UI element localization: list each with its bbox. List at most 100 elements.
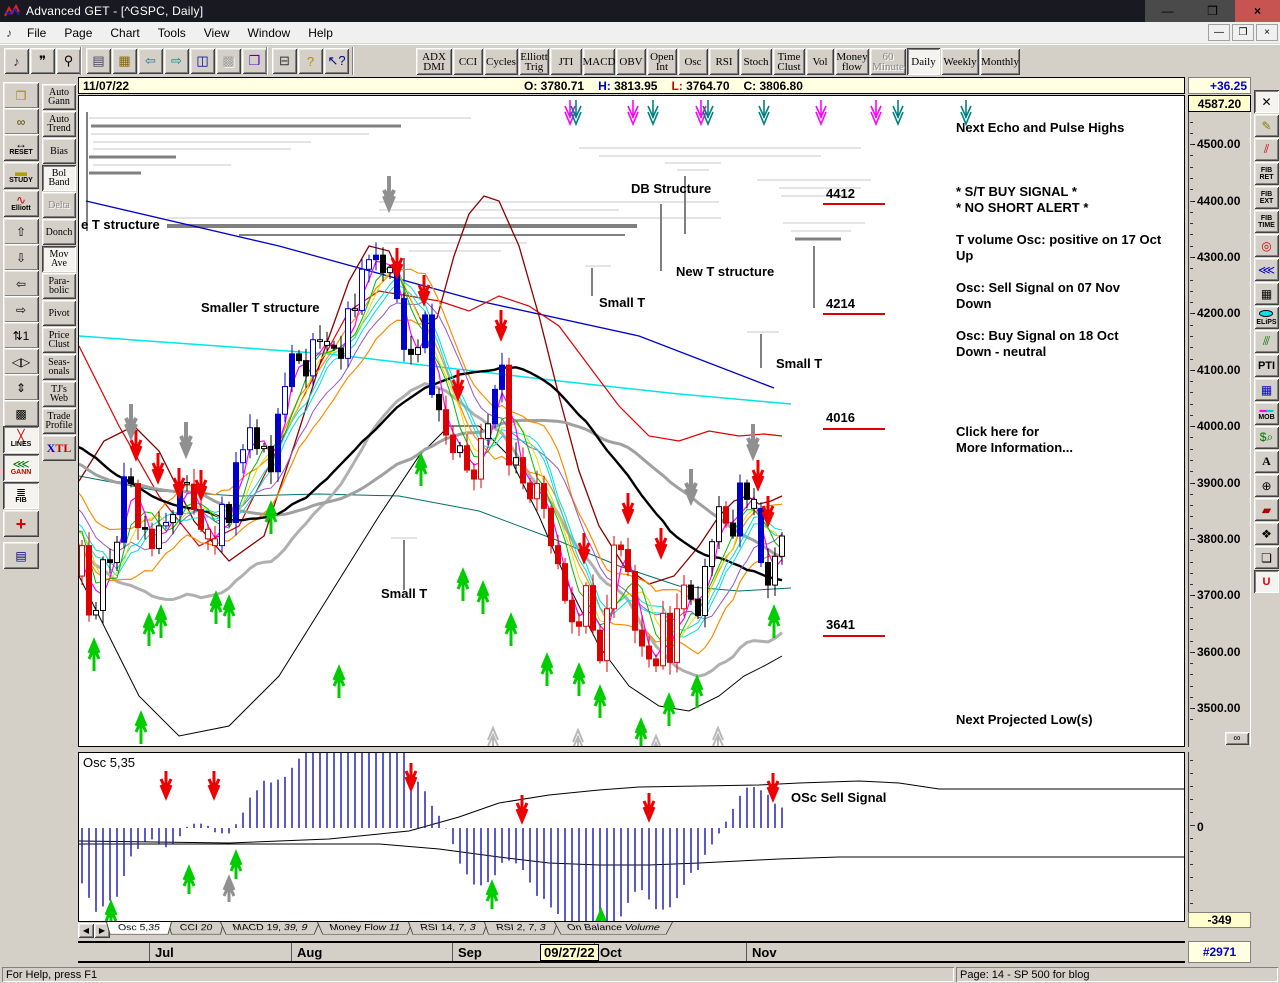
pin-icon[interactable]: ♪ — [4, 48, 29, 74]
copy-pages-icon[interactable]: ❏ — [1254, 546, 1279, 569]
macd-button[interactable]: MACD — [583, 48, 616, 75]
grid-button[interactable]: ▩ — [3, 400, 39, 427]
menu-help[interactable]: Help — [308, 25, 333, 40]
grid-black-icon[interactable]: ▦ — [1254, 282, 1279, 305]
flip-page-icon[interactable]: ◫ — [190, 48, 215, 74]
mdi-close-button[interactable]: × — [1256, 24, 1278, 41]
open-folder-button[interactable]: ❒ — [3, 82, 39, 109]
close-button[interactable]: × — [1235, 0, 1280, 22]
arrow-left-button[interactable]: ⇦ — [3, 270, 39, 297]
tf-daily-button[interactable]: Daily — [907, 48, 940, 75]
text-tool-icon[interactable]: A — [1254, 450, 1279, 473]
reset-button[interactable]: ↔ RESET — [3, 134, 39, 161]
mob-button[interactable]: ▬▬ MOB — [1254, 402, 1279, 425]
menu-page[interactable]: Page — [64, 25, 93, 40]
bol-band-button[interactable]: Bol Band — [42, 165, 76, 191]
binoculars-button[interactable]: ∞ — [3, 108, 39, 135]
arrow-up-button[interactable]: ⇧ — [3, 218, 39, 245]
trendlines-icon[interactable]: ⫽ — [1254, 138, 1279, 161]
obv-button[interactable]: OBV — [616, 48, 646, 75]
quote-icon[interactable]: ❞ — [30, 48, 55, 74]
menu-file[interactable]: File — [27, 25, 47, 40]
tab-scroll-left-button[interactable]: ◀ — [78, 923, 94, 938]
open-int-button[interactable]: Open Int — [647, 48, 677, 75]
fib-ret-button[interactable]: FIB RET — [1254, 162, 1279, 185]
menu-window[interactable]: Window — [247, 25, 291, 40]
tab-money-flow-11[interactable]: Money Flow 11 — [316, 922, 413, 935]
magnet-snap-button[interactable]: U — [1254, 570, 1279, 593]
more-info-link[interactable]: Click here for — [956, 424, 1039, 439]
tab-rsi-2-7-3[interactable]: RSI 2, 7, 3 — [484, 922, 559, 935]
new-page-icon[interactable]: ▤ — [86, 48, 111, 74]
fib-ext-button[interactable]: FIB EXT — [1254, 186, 1279, 209]
arrow-down-button[interactable]: ⇩ — [3, 244, 39, 271]
auto-trend-button[interactable]: Auto Trend — [42, 111, 76, 137]
selected-date-box[interactable]: 09/27/22 — [540, 944, 599, 961]
tf-60minute-button[interactable]: 60 Minute — [870, 48, 906, 75]
fib-circle-icon[interactable]: ◎ — [1254, 234, 1279, 257]
time-clust-button[interactable]: Time Clust — [773, 48, 805, 75]
zoom-tool-icon[interactable]: ⚲ — [56, 48, 81, 74]
cci-button[interactable]: CCI — [453, 48, 483, 75]
tf-monthly-button[interactable]: Monthly — [980, 48, 1020, 75]
trade-profile-button[interactable]: Trade Profile — [42, 408, 76, 434]
parabolic-button[interactable]: Para-bolic — [42, 273, 76, 299]
axis-binoculars-icon[interactable]: ∞ — [1225, 732, 1249, 745]
properties-button[interactable]: ▤ — [3, 542, 39, 569]
adx-dmi-button[interactable]: ADX DMI — [416, 48, 452, 75]
prev-page-icon[interactable]: ⇦ — [138, 48, 163, 74]
bar-sort-button[interactable]: ⇅1 — [3, 322, 39, 349]
next-page-icon[interactable]: ⇨ — [164, 48, 189, 74]
fan-lines-icon[interactable]: ⋘ — [1254, 258, 1279, 281]
money-search-icon[interactable]: $⌕ — [1254, 426, 1279, 449]
save-icon[interactable]: ▦ — [112, 48, 137, 74]
xtl-button[interactable]: XTL — [42, 435, 76, 461]
cycles-button[interactable]: Cycles — [484, 48, 518, 75]
tab-cci-20[interactable]: CCI 20 — [168, 922, 225, 935]
auto-gann-button[interactable]: Auto Gann — [42, 84, 76, 110]
expand-icon[interactable]: ❖ — [1254, 522, 1279, 545]
help-icon[interactable]: ? — [298, 48, 323, 74]
fib-time-button[interactable]: FIB TIME — [1254, 210, 1279, 233]
menu-tools[interactable]: Tools — [157, 25, 186, 40]
price-chart[interactable]: 4412 4214 4016 3641 e T structure Smaller T s… — [66, 95, 1185, 758]
gann-button[interactable]: ⋘ GANN — [3, 454, 39, 481]
context-help-icon[interactable]: ↖? — [324, 48, 349, 74]
tab-macd-19-39-9[interactable]: MACD 19, 39, 9 — [220, 922, 321, 935]
tab-osc-5-35[interactable]: Osc 5,35 — [106, 922, 173, 935]
menu-view[interactable]: View — [203, 25, 230, 40]
grid-blue-icon[interactable]: ▦ — [1254, 378, 1279, 401]
parallel-lines-icon[interactable]: ⫻ — [1254, 330, 1279, 353]
pencil-icon[interactable]: ✎ — [1254, 114, 1279, 137]
vol-button[interactable]: Vol — [806, 48, 834, 75]
restore-button[interactable]: ❒ — [1190, 0, 1235, 22]
price-clust-button[interactable]: Price Clust — [42, 327, 76, 353]
tile-disabled-icon[interactable]: ▩ — [216, 48, 241, 74]
more-info-link[interactable]: More Information... — [956, 440, 1073, 455]
pti-button[interactable]: PTI — [1254, 354, 1279, 377]
jti-button[interactable]: JTI — [550, 48, 582, 75]
donch-button[interactable]: Donch — [42, 219, 76, 245]
osc-button[interactable]: Osc — [678, 48, 708, 75]
mdi-restore-button[interactable]: ❒ — [1232, 24, 1254, 41]
pivot-button[interactable]: Pivot — [42, 300, 76, 326]
elliott-trig-button[interactable]: Elliott Trig — [519, 48, 549, 75]
bias-button[interactable]: Bias — [42, 138, 76, 164]
delta-button[interactable]: Delta — [42, 192, 76, 218]
tab-on-balance-volume[interactable]: On Balance Volume — [554, 922, 674, 935]
fib-button[interactable]: ≣ FIB — [3, 482, 39, 509]
study-button[interactable]: ▬ STUDY — [3, 162, 39, 189]
mov-ave-button[interactable]: Mov Ave — [42, 246, 76, 272]
oscillator-panel[interactable]: Osc 5,35 OSc Sell Signal — [74, 727, 1185, 952]
rsi-button[interactable]: RSI — [709, 48, 739, 75]
tab-scroll-right-button[interactable]: ▶ — [94, 923, 110, 938]
stoch-button[interactable]: Stoch — [740, 48, 772, 75]
seasonals-button[interactable]: Seas-onals — [42, 354, 76, 380]
arrow-right-button[interactable]: ⇨ — [3, 296, 39, 323]
pin-icon[interactable]: ♪ — [6, 25, 12, 40]
money-flow-button[interactable]: Money flow — [835, 48, 869, 75]
tab-rsi-14-7-3[interactable]: RSI 14, 7, 3 — [408, 922, 489, 935]
squeeze-button[interactable]: ⇕ — [3, 374, 39, 401]
tf-weekly-button[interactable]: Weekly — [941, 48, 979, 75]
pointer-close-icon[interactable]: ✕ — [1254, 90, 1279, 113]
